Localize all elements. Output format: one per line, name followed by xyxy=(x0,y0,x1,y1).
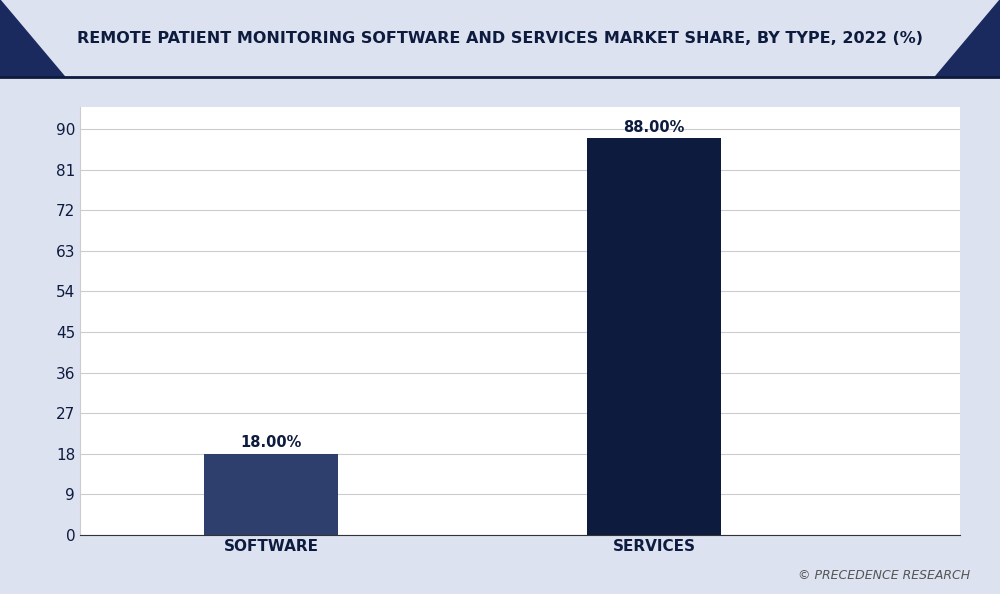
Text: REMOTE PATIENT MONITORING SOFTWARE AND SERVICES MARKET SHARE, BY TYPE, 2022 (%): REMOTE PATIENT MONITORING SOFTWARE AND S… xyxy=(77,31,923,46)
Bar xyxy=(204,454,338,535)
Text: © PRECEDENCE RESEARCH: © PRECEDENCE RESEARCH xyxy=(798,569,970,582)
Bar xyxy=(587,138,721,535)
Text: 18.00%: 18.00% xyxy=(241,435,302,450)
Text: 88.00%: 88.00% xyxy=(623,120,685,135)
